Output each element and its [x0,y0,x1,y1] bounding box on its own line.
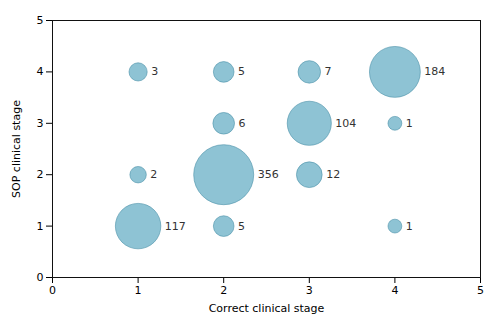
svg-text:2: 2 [150,168,157,181]
svg-text:12: 12 [326,168,340,181]
svg-text:0: 0 [49,284,56,297]
svg-text:SOP clinical stage: SOP clinical stage [10,100,23,198]
svg-text:2: 2 [37,168,44,181]
svg-text:5: 5 [238,220,245,233]
svg-text:3: 3 [151,65,158,78]
svg-text:Correct clinical stage: Correct clinical stage [209,302,325,315]
svg-text:1: 1 [406,220,413,233]
svg-text:184: 184 [424,65,445,78]
svg-text:1: 1 [406,117,413,130]
svg-text:5: 5 [37,14,44,27]
svg-text:117: 117 [165,220,186,233]
svg-text:0: 0 [37,271,44,284]
svg-text:5: 5 [477,284,484,297]
svg-text:356: 356 [258,168,279,181]
svg-text:3: 3 [306,284,313,297]
svg-text:1: 1 [135,284,142,297]
svg-text:7: 7 [325,65,332,78]
svg-text:3: 3 [37,117,44,130]
svg-text:104: 104 [335,117,356,130]
svg-text:5: 5 [238,65,245,78]
svg-text:4: 4 [391,284,398,297]
svg-text:6: 6 [239,117,246,130]
svg-text:4: 4 [37,65,44,78]
svg-text:1: 1 [37,220,44,233]
svg-text:2: 2 [220,284,227,297]
